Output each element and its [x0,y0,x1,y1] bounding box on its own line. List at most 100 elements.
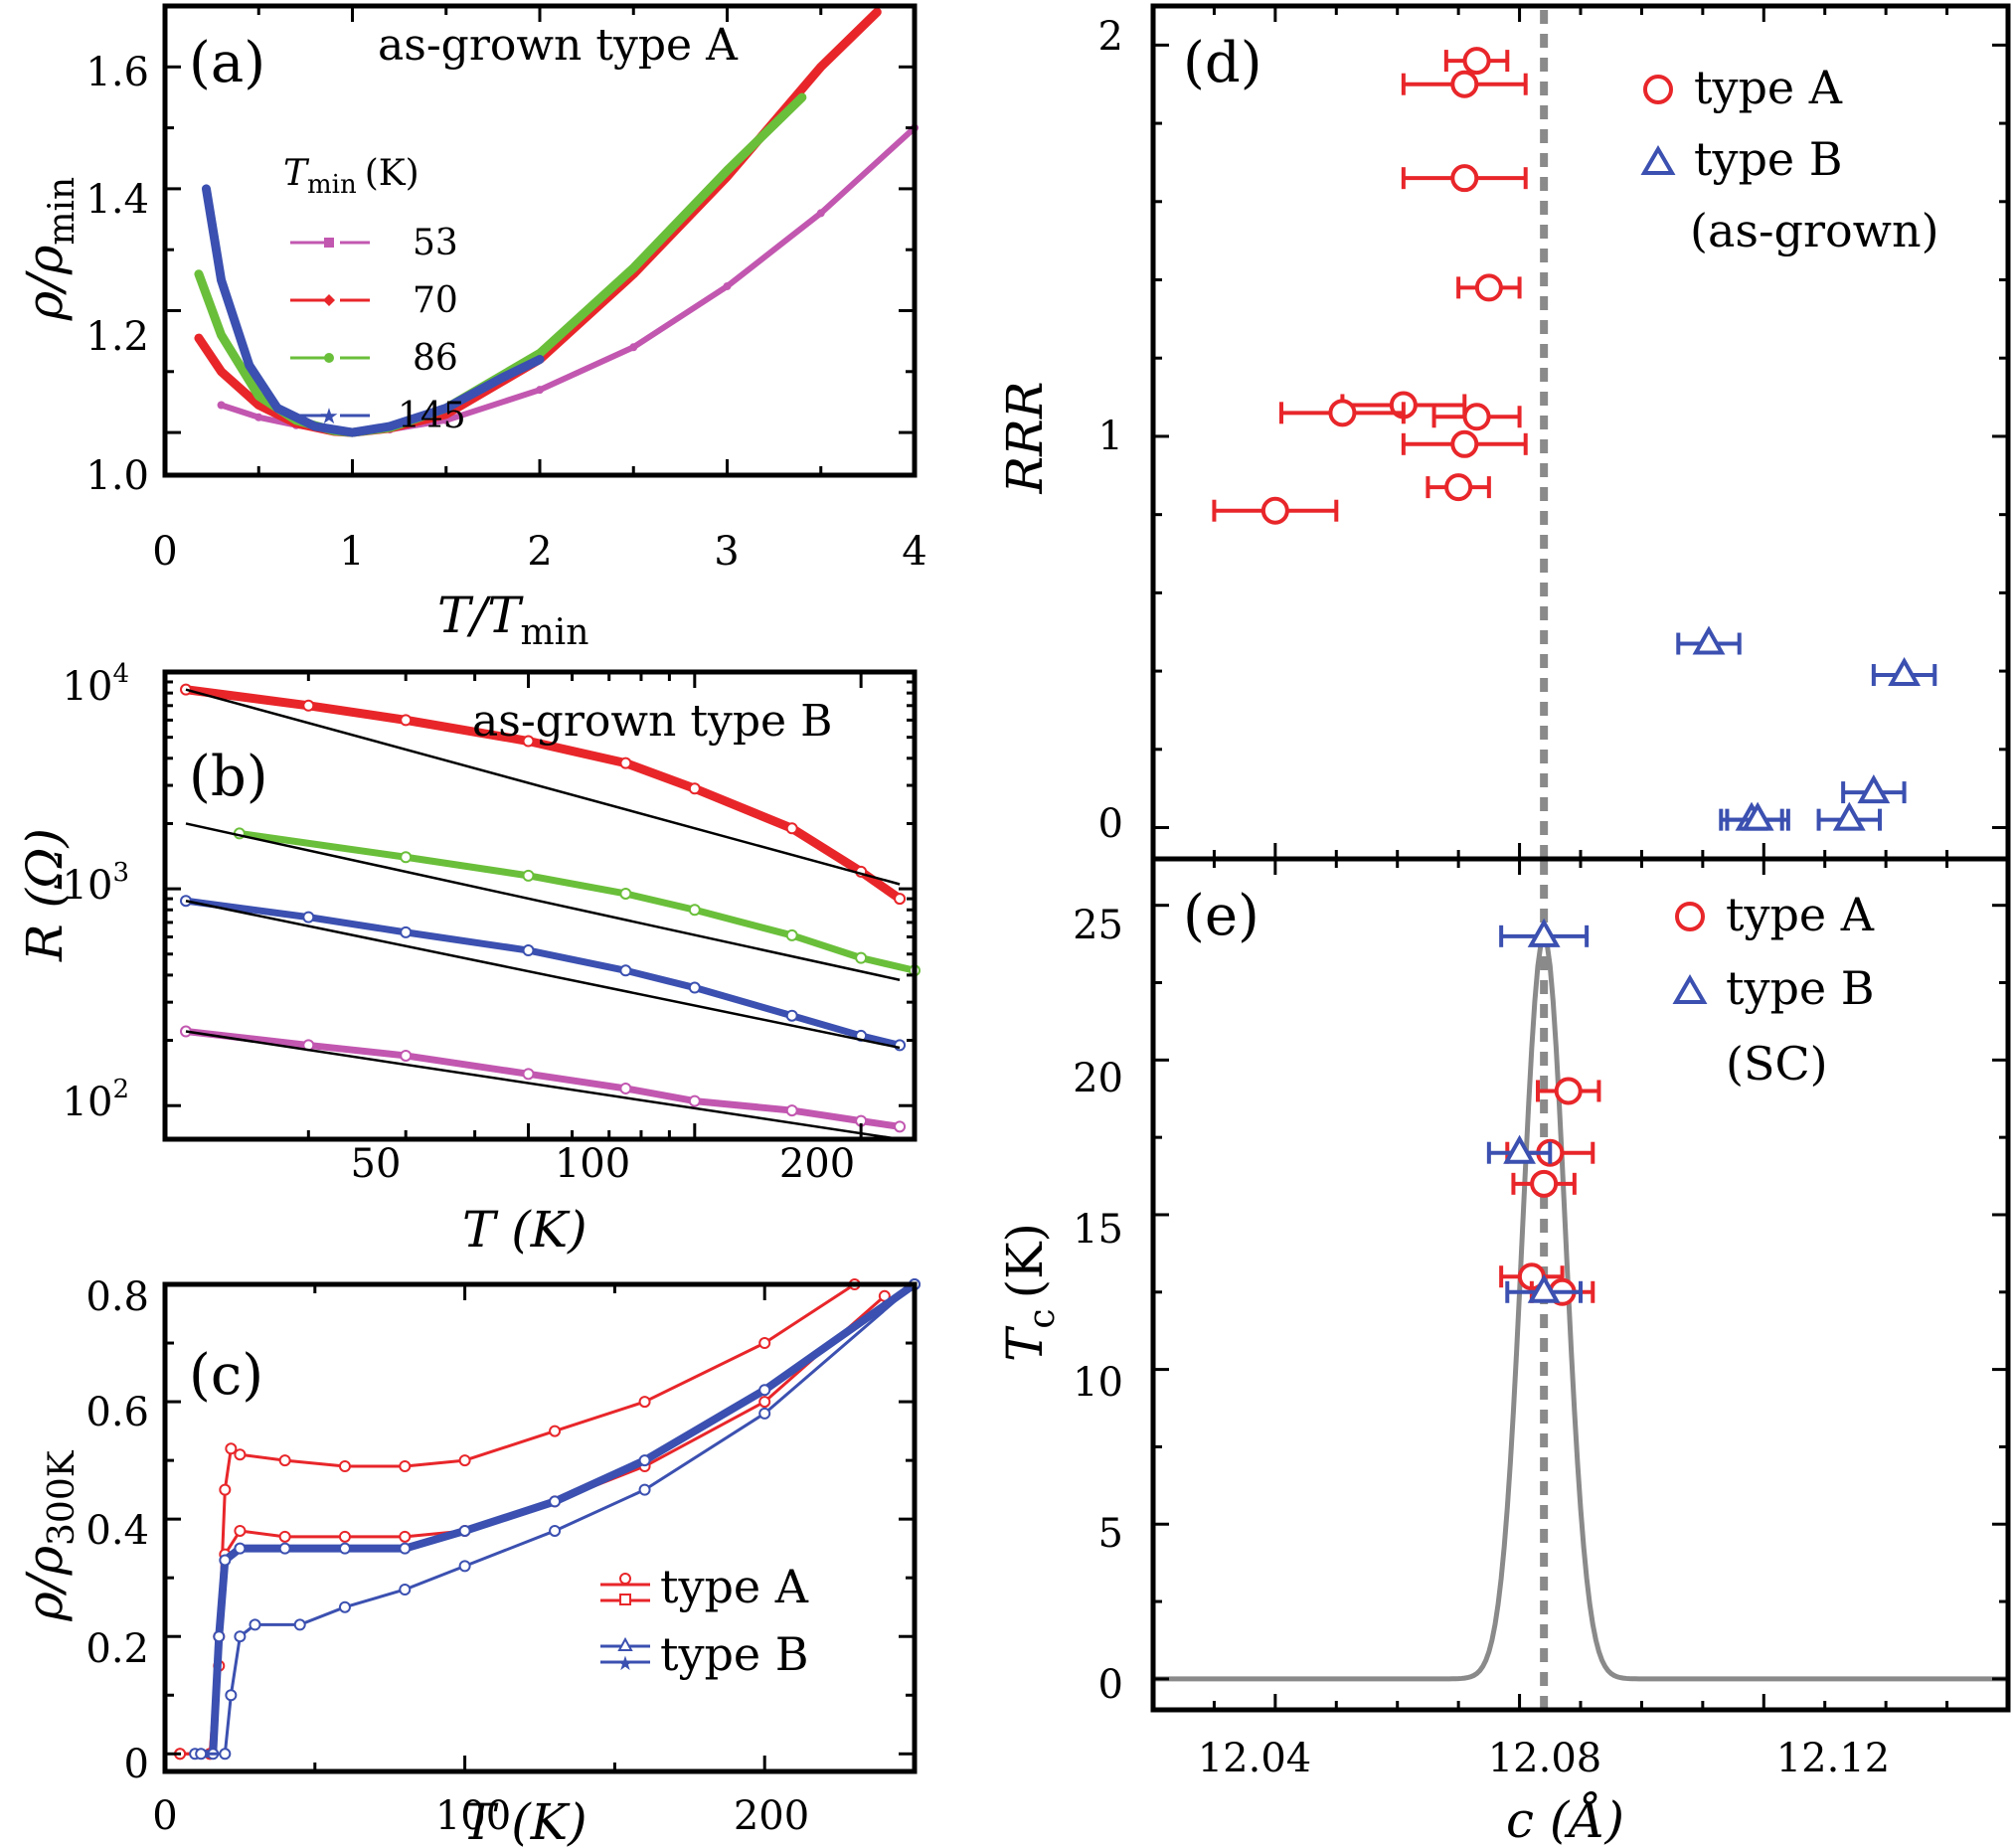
panel-a-ytick: 1.2 [85,314,149,360]
point-typeB [758,1407,771,1420]
point-70 [194,334,203,343]
point-typeA [338,1530,351,1543]
point-70 [254,401,263,410]
legend-label-145: 145 [398,396,466,436]
point-blue [302,911,315,924]
point-typeB [278,1542,291,1555]
point-typeA [225,1442,238,1455]
point-green [688,904,701,917]
point-typeB [758,1384,771,1397]
panel-e-point-typeA [1554,1077,1583,1105]
point-145 [202,184,211,193]
point-86 [629,263,638,272]
legend-label-typeB: type B [660,1627,809,1681]
point-blue [785,1009,798,1022]
fit-line-magenta [185,1030,901,1141]
legend-label-typeA: type A [1694,61,1843,114]
point-53 [254,413,263,421]
panel-d-point-typeA [1462,403,1491,431]
panel-d-ytick: 1 [1098,414,1123,459]
panel-e-plot [1153,859,2008,1710]
panel-e-ytick: 5 [1098,1511,1123,1557]
point-typeA [758,1396,771,1409]
panel-b-xtick: 200 [779,1141,855,1187]
panel-c-plot [174,1278,921,1761]
point-typeB [195,1748,208,1761]
series-green-line [239,829,916,974]
legend-label-53: 53 [413,223,458,263]
legend-marker-86 [324,353,334,363]
panel-d-plot [1212,6,1937,859]
panel-d-ytick: 2 [1098,14,1123,60]
legend-marker-53 [324,238,334,248]
panel-a-ylabel: ρ/ρmin [16,177,83,321]
point-red [619,756,632,769]
point-145 [310,421,319,430]
panel-c-legend: type A ★ type B [600,1560,809,1681]
point-53 [536,386,544,395]
panel-e-ytick: 25 [1073,903,1123,948]
point-typeB [249,1618,261,1631]
point-145 [273,404,282,413]
panel-d-ticks [1151,6,2008,859]
point-green [855,951,868,964]
panel-c-ytick: 0 [124,1742,149,1787]
legend-marker-typeA [1675,902,1705,931]
panel-d-point-typeA [1260,496,1289,525]
legend-marker-typeB [1640,145,1676,175]
point-145 [245,361,253,370]
point-magenta [894,1120,907,1133]
panel-b-annotation: as-grown type B [472,696,832,747]
point-green [619,887,632,900]
panel-e-ytick: 0 [1098,1662,1123,1708]
panel-e-legend: type A type B (SC) [1672,888,1875,1091]
panel-c-ytick: 0.8 [85,1274,149,1320]
panel-c: 0 100 200 0 0.2 0.4 0.6 0.8 T (K) ρ/ρ300… [16,1274,921,1848]
panel-a-xtick: 1 [339,529,364,575]
series-typeB-line [201,1282,916,1756]
point-typeA [278,1530,291,1543]
panel-a-xtick: 2 [527,529,552,575]
panel-e-ylabel: Tc(K) [996,1223,1063,1362]
point-green [400,851,413,864]
panel-e-point-typeA [1530,1169,1559,1198]
panel-a-legend: 53 70 86 ★ 145 [290,223,466,436]
point-typeB [338,1542,351,1555]
point-typeA [399,1530,412,1543]
point-86 [217,331,226,340]
point-red [894,893,907,906]
point-red [522,735,535,748]
point-70 [873,8,882,17]
panel-d-point-typeA [1450,429,1479,458]
series-145-line [201,184,545,437]
panel-c-xtick: 200 [734,1793,809,1839]
legend-label-sc: (SC) [1726,1037,1828,1091]
panel-c-ticks [163,1282,917,1771]
panel-e-point-typeB [1527,1273,1561,1303]
point-53 [217,401,226,410]
series-typeA-line [180,1282,856,1756]
point-green [785,928,798,941]
panel-a-xtick: 4 [902,529,926,575]
panel-d-point-typeB [1692,625,1726,655]
panel-c-xtick: 100 [435,1793,511,1839]
point-typeB [549,1524,562,1537]
point-typeB [458,1560,471,1573]
point-typeB [293,1618,306,1631]
point-86 [723,166,732,175]
panel-b-plot [180,683,921,1141]
panel-e-xtick: 12.12 [1776,1736,1891,1781]
panel-b-xtick: 50 [351,1141,402,1187]
panel-e-label: (e) [1183,884,1259,948]
point-red [785,822,798,835]
panel-e-ytick: 10 [1073,1360,1123,1406]
panel-a-ytick: 1.0 [85,453,149,499]
point-145 [536,355,544,364]
panel-c-ytick: 0.4 [85,1508,149,1554]
panel-a-legend-title: Tmin (K) [283,153,419,200]
panel-d-point-typeA [1462,47,1491,76]
fit-line-blue [185,899,901,1050]
panel-a-ytick: 1.4 [85,177,149,223]
series-typeA-line [180,1294,886,1756]
